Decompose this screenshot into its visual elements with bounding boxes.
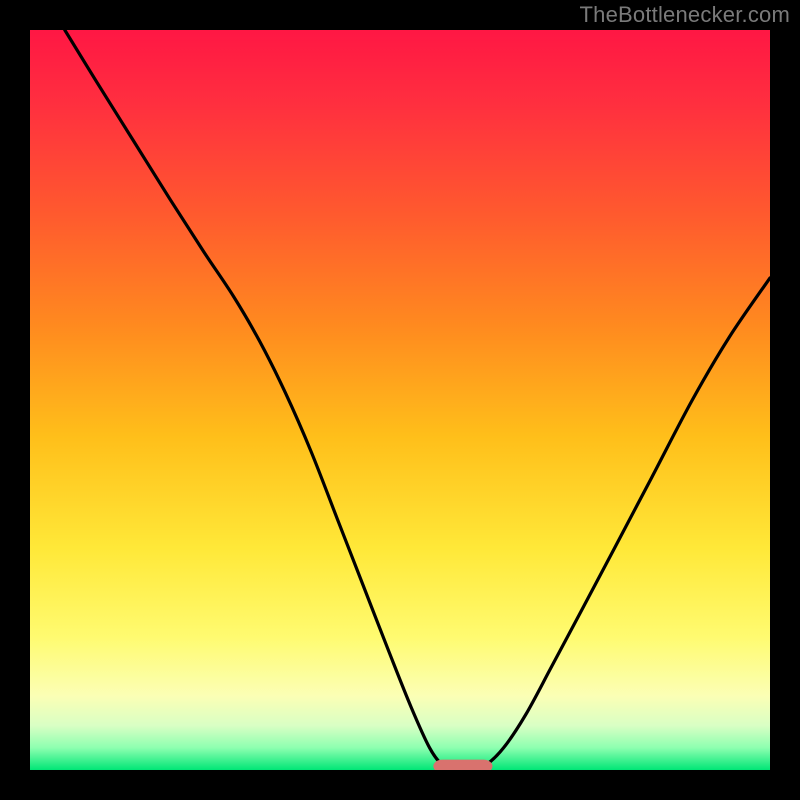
watermark-text: TheBottlenecker.com (580, 2, 790, 28)
plot-area (30, 30, 770, 770)
optimal-marker (433, 760, 492, 770)
chart-frame: TheBottlenecker.com (0, 0, 800, 800)
gradient-background (30, 30, 770, 770)
plot-svg (30, 30, 770, 770)
